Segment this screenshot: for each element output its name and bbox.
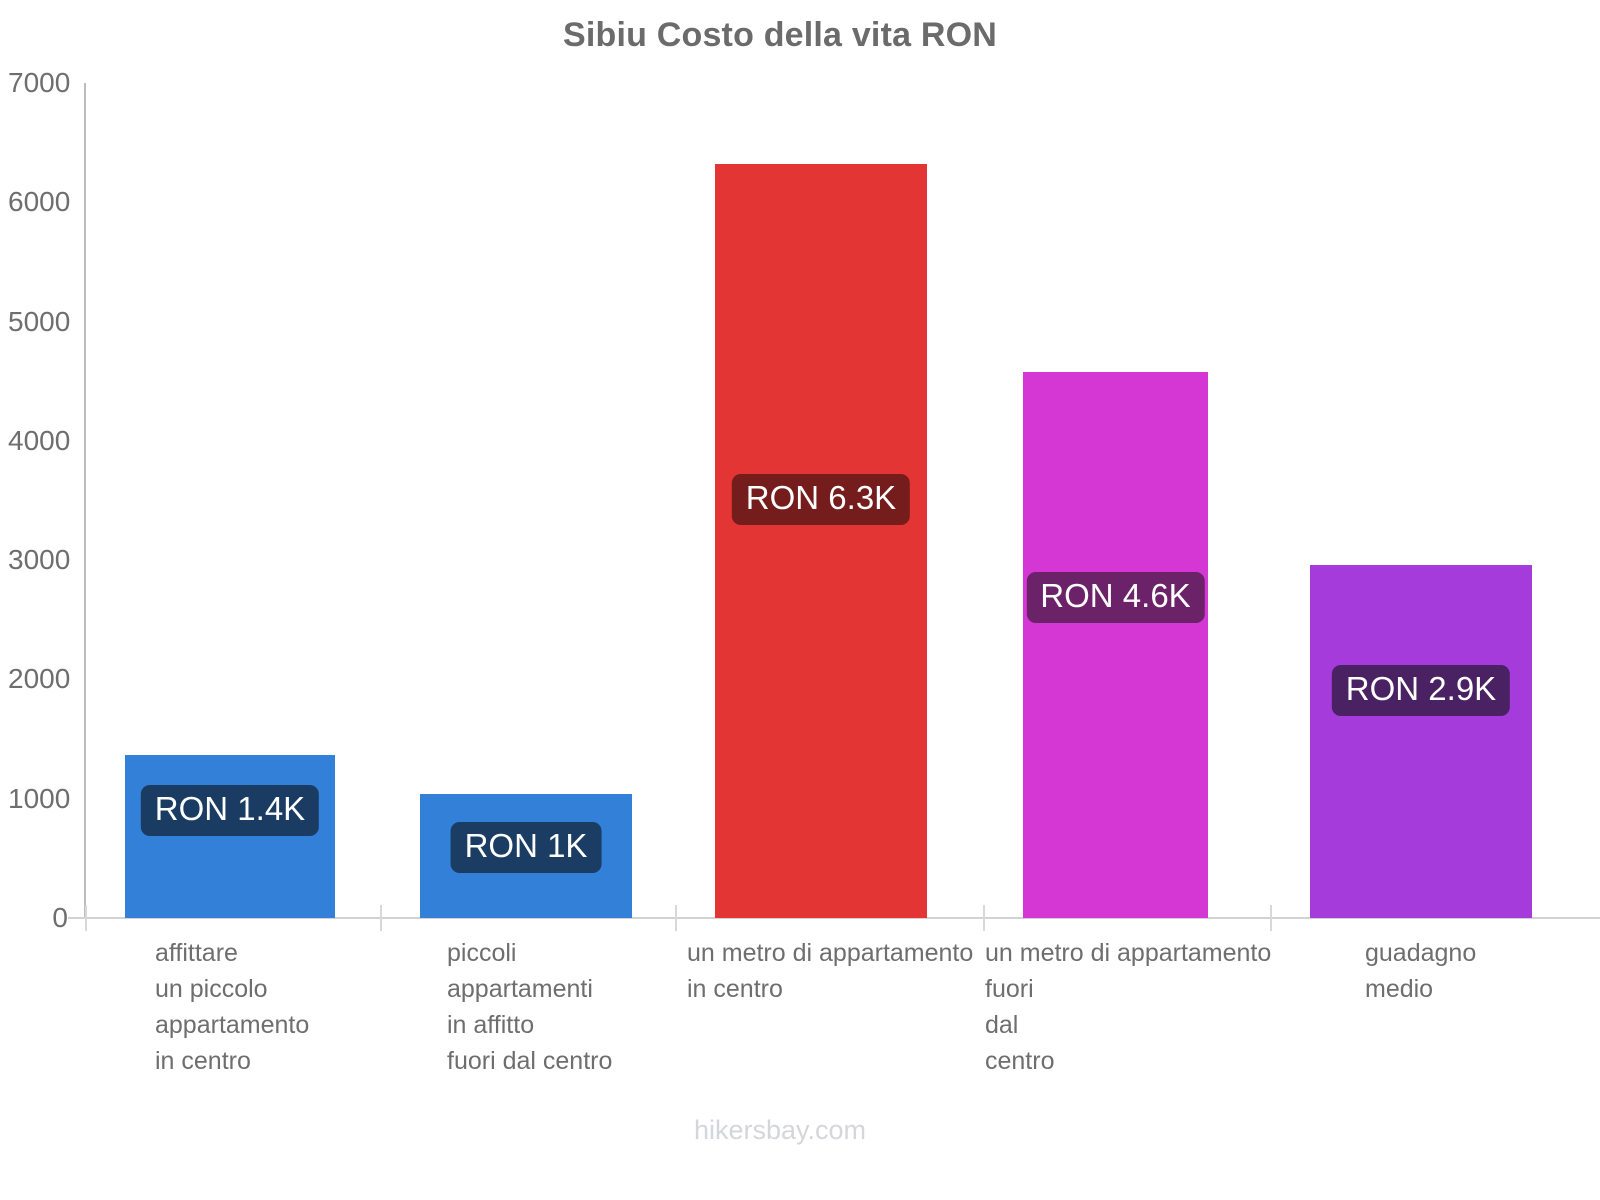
category-axis-tick (983, 905, 985, 931)
y-axis-tick-label: 5000 (8, 305, 71, 337)
y-axis-tick-label: 2000 (8, 663, 71, 695)
category-label: affittare un piccolo appartamento in cen… (155, 939, 310, 1075)
y-axis-tick-label: 0 (52, 902, 68, 933)
category-label: piccoli appartamenti in affitto fuori da… (447, 939, 613, 1075)
y-axis-tick-label: 6000 (8, 186, 71, 218)
bar-value-label: RON 1K (450, 821, 602, 873)
y-axis-tick-label: 1000 (8, 782, 71, 814)
bar-value-label: RON 4.6K (1026, 572, 1205, 623)
category-axis-tick (675, 905, 677, 931)
bar[interactable]: RON 1K (420, 793, 632, 918)
y-axis-line (84, 83, 86, 918)
category-label: guadagno medio (1365, 939, 1477, 1003)
bar-value-label: RON 6.3K (731, 474, 911, 525)
bar[interactable]: RON 4.6K (1023, 372, 1208, 918)
bar[interactable]: RON 6.3K (715, 164, 927, 918)
category-label: un metro di appartamento fuori dal centr… (985, 939, 1272, 1075)
category-axis-tick (380, 905, 382, 931)
bar-value-label: RON 1.4K (140, 785, 320, 836)
page-title: Sibiu Costo della vita RON (562, 16, 998, 54)
y-axis-tick-label: 7000 (8, 67, 71, 98)
bar-value-label: RON 2.9K (1331, 664, 1511, 716)
bar[interactable]: RON 1.4K (125, 755, 335, 918)
category-label: un metro di appartamento in centro (687, 939, 974, 1003)
y-axis-tick-label: 3000 (8, 544, 71, 576)
x-axis-line (68, 917, 1600, 919)
bar[interactable]: RON 2.9K (1310, 564, 1532, 918)
category-axis-tick (1270, 905, 1272, 931)
footer-watermark: hikersbay.com (693, 1115, 867, 1145)
category-axis-tick (85, 905, 87, 931)
y-axis-tick-label: 4000 (8, 424, 71, 456)
